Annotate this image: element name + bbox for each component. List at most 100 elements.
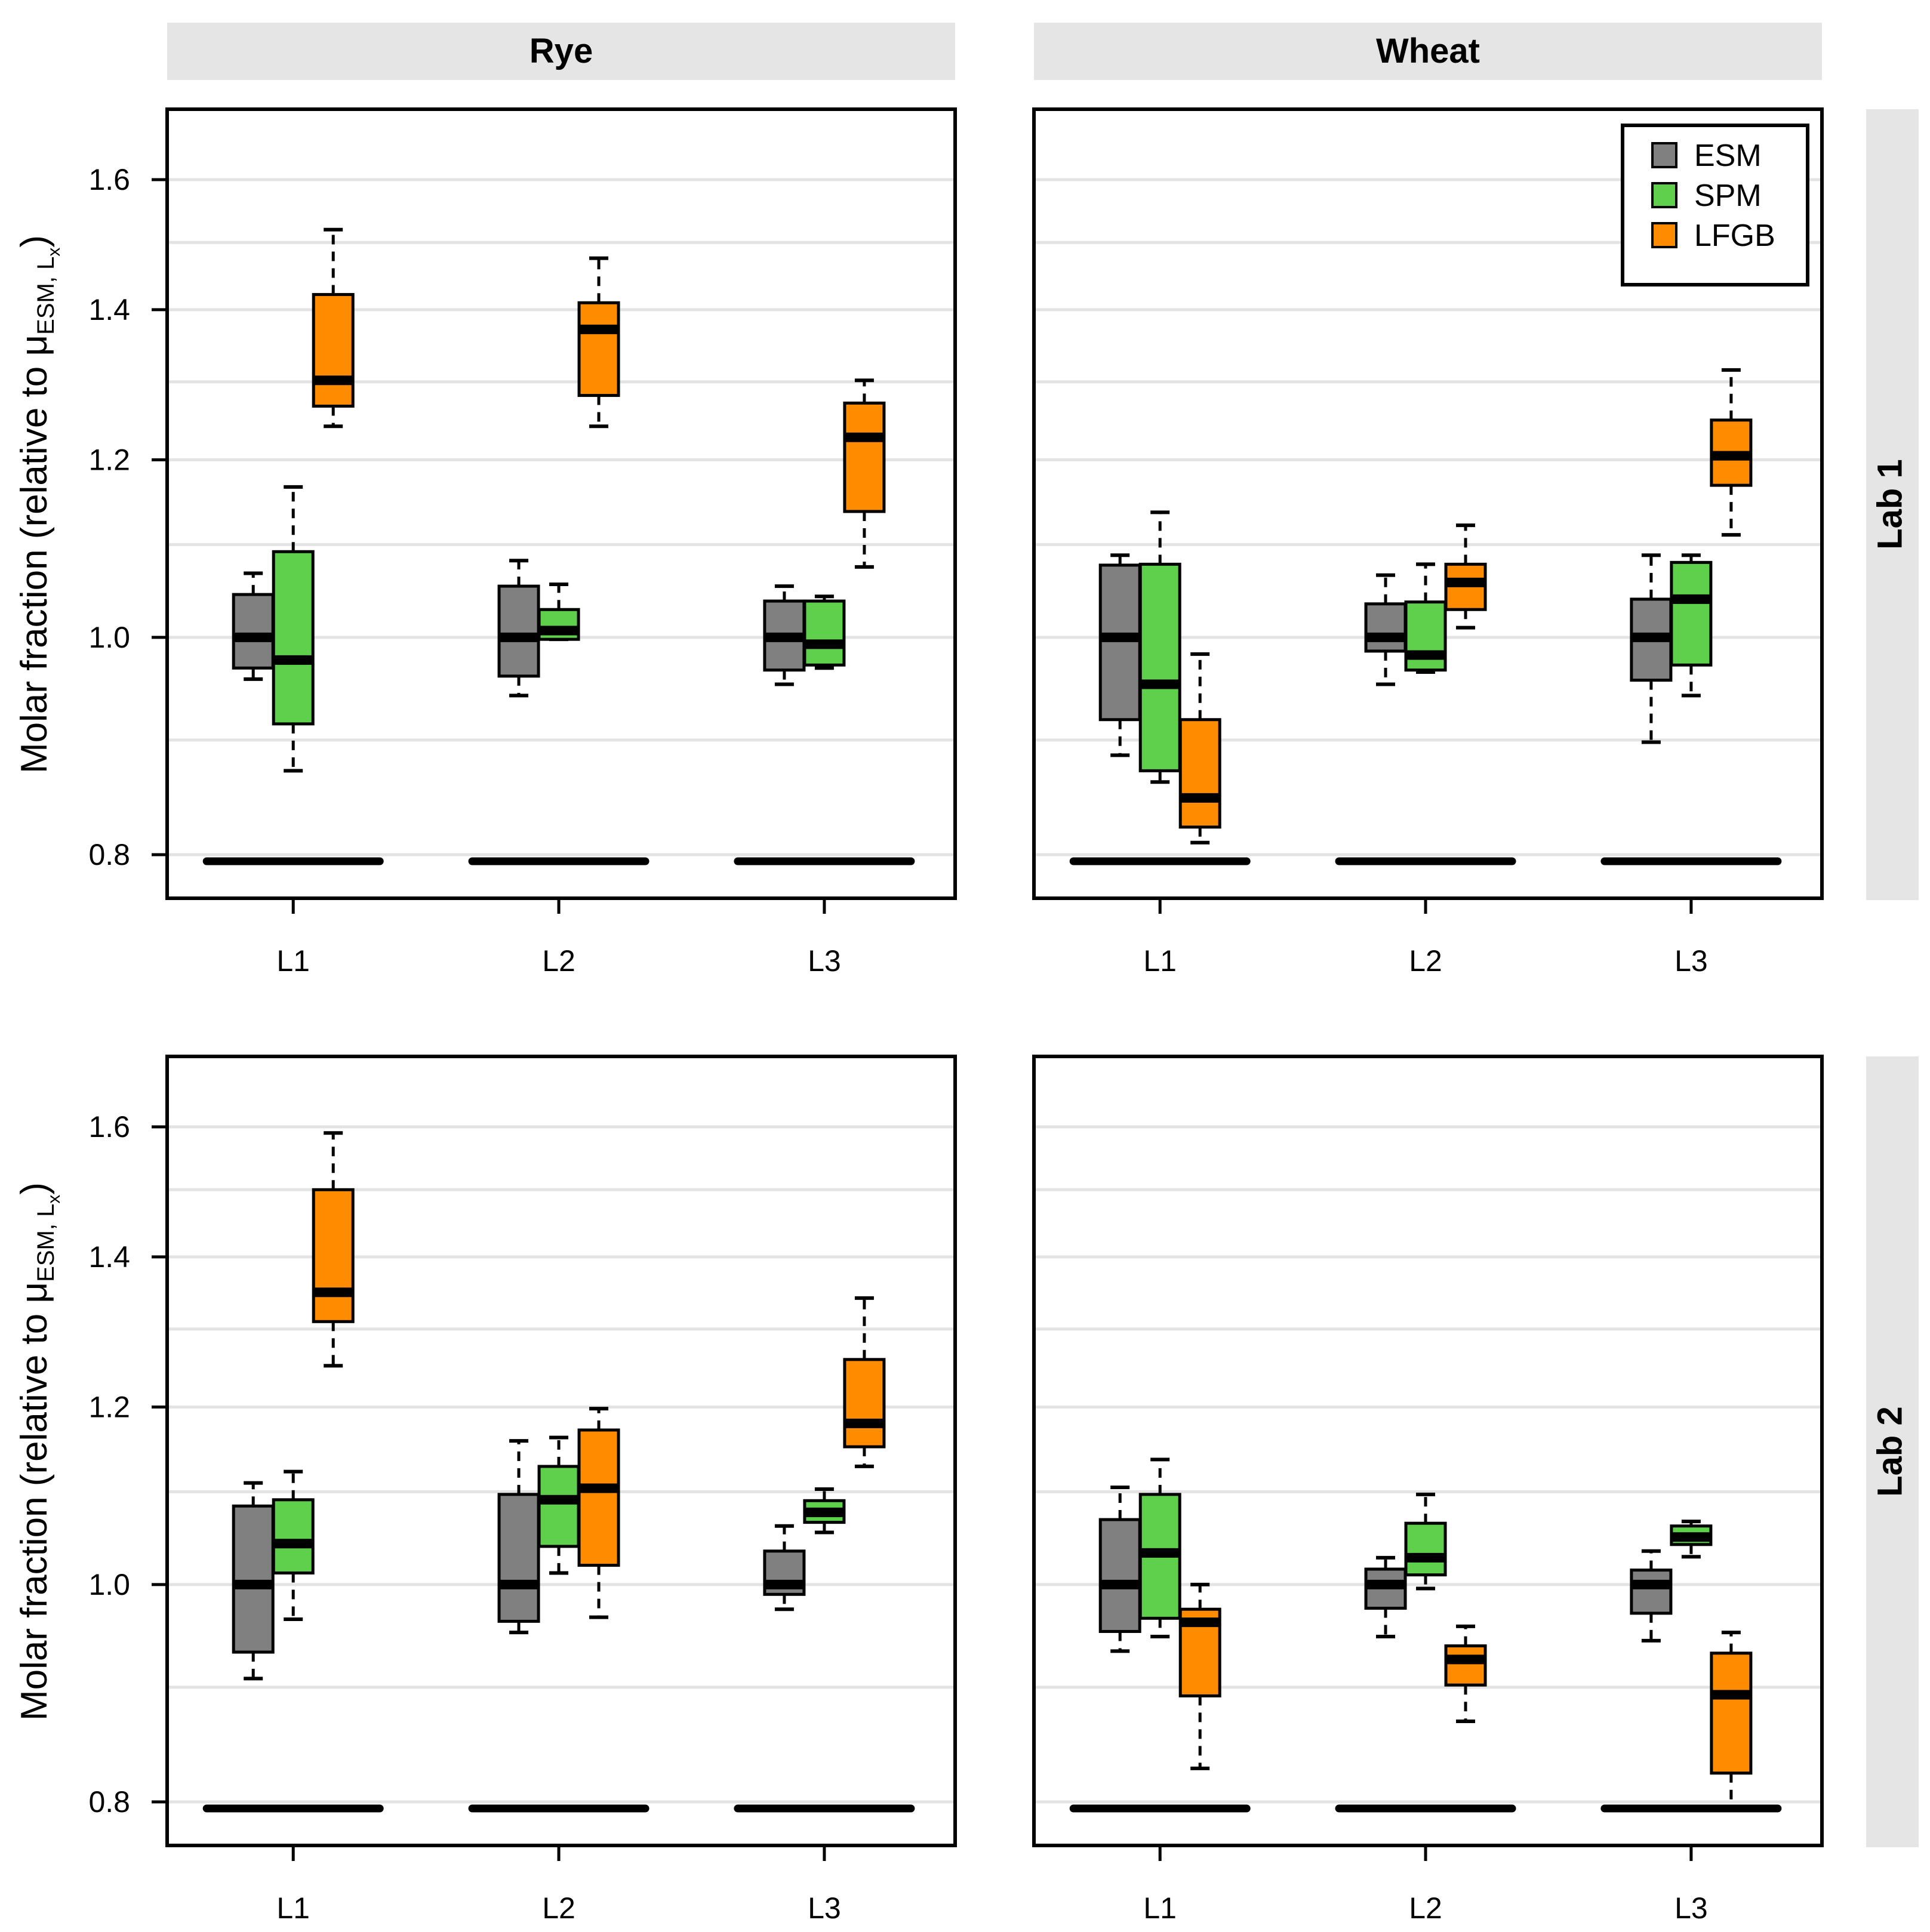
x-tick-label-l1: L1 [276, 1891, 310, 1925]
box-spm-l3-rye-lab-2 [803, 1487, 846, 1534]
box-body [312, 1188, 355, 1323]
box-esm-l3-wheat-lab-2 [1630, 1549, 1673, 1643]
box-lfgb-l1-wheat-lab-1 [1178, 652, 1221, 845]
strip-rye [167, 23, 955, 80]
box-lfgb-l1-wheat-lab-2 [1178, 1582, 1221, 1770]
box-spm-l2-rye-lab-2 [537, 1435, 580, 1575]
y-tick-label: 1.0 [88, 621, 130, 654]
legend-swatch-lfgb [1651, 222, 1677, 248]
strip-rye-label: Rye [530, 32, 593, 70]
box-body [1404, 600, 1447, 672]
box-body [537, 1465, 580, 1548]
panel-frame [165, 107, 957, 900]
box-body [803, 599, 846, 667]
box-esm-l2-wheat-lab-2 [1364, 1555, 1407, 1639]
box-esm-l3-rye-lab-1 [763, 584, 806, 686]
box-lfgb-l3-rye-lab-1 [843, 378, 886, 569]
strip-wheat [1034, 23, 1822, 80]
box-esm-l1-rye-lab-1 [232, 571, 275, 681]
panel-rye-lab-2: L1 L2 L3 0.8 1.0 1.2 1.4 1.6 [88, 1055, 957, 1925]
y-axis-label-lab-2: Molar fraction (relative to μESM, Lx) [14, 1182, 64, 1721]
box-body [843, 1358, 886, 1449]
box-body [1098, 1518, 1141, 1633]
legend-label-esm: ESM [1694, 138, 1762, 173]
box-lfgb-l3-wheat-lab-1 [1710, 368, 1753, 537]
box-body [232, 1504, 275, 1654]
box-esm-l2-rye-lab-1 [497, 559, 540, 698]
box-esm-l3-rye-lab-2 [763, 1524, 806, 1611]
box-spm-l1-rye-lab-2 [272, 1469, 315, 1622]
box-body [843, 401, 886, 513]
panel-frame [165, 1055, 957, 1847]
box-esm-l3-wheat-lab-1 [1630, 553, 1673, 744]
y-tick-label: 1.6 [88, 163, 130, 196]
box-body [1364, 602, 1407, 653]
box-lfgb-l3-wheat-lab-2 [1710, 1631, 1753, 1811]
box-spm-l3-wheat-lab-2 [1670, 1520, 1713, 1559]
x-tick-label-l2: L2 [542, 944, 575, 978]
strip-lab-1 [1866, 109, 1919, 900]
y-tick-label: 1.2 [88, 443, 130, 476]
x-tick-label-l1: L1 [276, 944, 310, 978]
box-spm-l2-wheat-lab-2 [1404, 1492, 1447, 1591]
box-body [497, 584, 540, 678]
legend-label-spm: SPM [1694, 178, 1762, 213]
y-tick-label: 0.8 [88, 1785, 130, 1819]
y-tick-label: 1.6 [88, 1110, 130, 1144]
x-tick-label-l3: L3 [808, 944, 841, 978]
box-body [1178, 718, 1221, 829]
box-esm-l1-rye-lab-2 [232, 1481, 275, 1681]
box-body [497, 1493, 540, 1623]
panel-frame [1032, 107, 1824, 900]
x-tick-label-l2: L2 [1409, 944, 1442, 978]
box-lfgb-l2-wheat-lab-2 [1444, 1624, 1487, 1724]
legend-label-lfgb: LFGB [1694, 218, 1775, 253]
box-lfgb-l2-rye-lab-2 [577, 1407, 620, 1619]
panel-rye-lab-1: L1 L2 L3 0.8 1.0 1.2 1.4 1.6 [88, 107, 957, 978]
box-lfgb-l3-rye-lab-2 [843, 1296, 886, 1468]
box-body [1404, 1521, 1447, 1577]
x-tick-label-l2: L2 [542, 1891, 575, 1925]
x-tick-label-l2: L2 [1409, 1891, 1442, 1925]
box-body [1098, 563, 1141, 722]
box-body [1138, 562, 1181, 772]
box-lfgb-l2-wheat-lab-1 [1444, 523, 1487, 630]
strip-lab-2-label: Lab 2 [1870, 1406, 1909, 1497]
x-tick-label-l3: L3 [1674, 944, 1708, 978]
box-spm-l2-rye-lab-1 [537, 582, 580, 642]
box-body [232, 593, 275, 670]
strip-lab-2 [1866, 1056, 1919, 1847]
box-spm-l3-wheat-lab-1 [1670, 553, 1713, 698]
box-lfgb-l1-rye-lab-2 [312, 1131, 355, 1368]
box-body [1670, 560, 1713, 667]
legend: ESM SPM LFGB [1621, 124, 1809, 286]
box-body [577, 1428, 620, 1567]
panel-frame [1032, 1055, 1824, 1847]
box-esm-l2-wheat-lab-1 [1364, 573, 1407, 686]
box-spm-l1-wheat-lab-2 [1138, 1458, 1181, 1639]
strip-wheat-label: Wheat [1376, 32, 1480, 70]
box-body [272, 550, 315, 726]
y-tick-label: 0.8 [88, 838, 130, 871]
strip-lab-1-label: Lab 1 [1870, 459, 1909, 550]
panel-wheat-lab-2: L1 L2 L3 [1032, 1055, 1824, 1925]
box-spm-l1-wheat-lab-1 [1138, 510, 1181, 784]
x-tick-label-l3: L3 [1674, 1891, 1708, 1925]
box-body [577, 301, 620, 398]
box-body [272, 1498, 315, 1574]
y-tick-label: 1.2 [88, 1390, 130, 1423]
y-tick-label: 1.0 [88, 1568, 130, 1601]
y-tick-label: 1.4 [88, 1240, 130, 1274]
legend-swatch-spm [1651, 182, 1677, 208]
x-tick-label-l3: L3 [808, 1891, 841, 1925]
box-esm-l1-wheat-lab-2 [1098, 1485, 1141, 1653]
box-body [1444, 1644, 1487, 1687]
box-esm-l2-rye-lab-2 [497, 1439, 540, 1635]
y-tick-label: 1.4 [88, 293, 130, 326]
box-body [1630, 1569, 1673, 1615]
box-spm-l3-rye-lab-1 [803, 594, 846, 670]
box-lfgb-l2-rye-lab-1 [577, 256, 620, 429]
box-spm-l1-rye-lab-1 [272, 485, 315, 773]
x-tick-label-l1: L1 [1143, 1891, 1177, 1925]
